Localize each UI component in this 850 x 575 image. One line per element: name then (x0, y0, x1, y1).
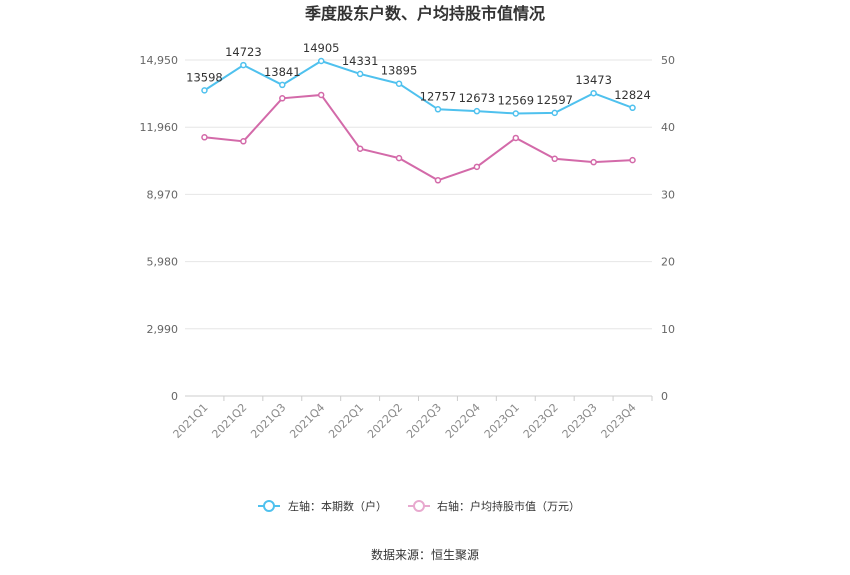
left-axis-tick-label: 2,990 (147, 323, 179, 336)
series-right (201, 91, 636, 184)
data-label-left: 12673 (459, 91, 496, 105)
x-axis-tick-label: 2022Q3 (404, 401, 444, 441)
data-point-right[interactable] (629, 156, 636, 164)
data-label-left: 14331 (342, 54, 379, 68)
data-point-left[interactable] (473, 107, 481, 115)
data-point-right[interactable] (201, 134, 208, 141)
data-label-left: 14723 (225, 45, 262, 59)
data-label-left: 12757 (420, 89, 457, 103)
data-label-left: 12824 (614, 88, 651, 102)
data-point-left[interactable] (551, 109, 558, 117)
data-point-right[interactable] (551, 155, 558, 163)
data-point-left[interactable] (590, 89, 597, 97)
data-label-left: 13598 (186, 70, 223, 84)
series-line-right (204, 93, 633, 182)
x-axis-tick-label: 2021Q3 (248, 401, 288, 441)
series-line-left (203, 59, 633, 115)
data-point-right[interactable] (240, 138, 247, 145)
x-axis-ticks: 2021Q12021Q22021Q32021Q42022Q12022Q22022… (171, 396, 653, 441)
data-point-left[interactable] (512, 110, 520, 117)
left-axis-tick-label: 11,960 (140, 121, 179, 134)
x-axis-tick-label: 2021Q4 (287, 401, 327, 441)
legend-label-left: 左轴：本期数（户） (288, 499, 387, 513)
data-label-left: 12569 (497, 94, 534, 108)
data-point-left[interactable] (629, 104, 636, 112)
data-label-left: 13473 (575, 73, 612, 87)
data-point-left[interactable] (395, 80, 403, 87)
left-axis-tick-label: 5,980 (147, 256, 179, 269)
data-label-left: 13895 (381, 64, 418, 78)
legend-item-left-series[interactable]: 左轴：本期数（户） (258, 499, 387, 513)
x-axis-tick-label: 2022Q1 (326, 401, 366, 441)
x-axis-tick-label: 2021Q1 (171, 401, 211, 441)
x-axis-tick-label: 2023Q1 (482, 401, 522, 441)
x-axis-tick-label: 2023Q2 (521, 401, 561, 441)
right-axis-tick-label: 30 (661, 188, 675, 201)
right-axis-ticks: 0 10 20 30 40 50 (661, 54, 675, 403)
data-point-left[interactable] (240, 61, 247, 69)
data-point-right[interactable] (317, 91, 325, 99)
data-point-left[interactable] (434, 106, 442, 113)
data-label-left: 13841 (264, 65, 301, 79)
right-axis-tick-label: 10 (661, 323, 675, 336)
legend-label-right: 右轴：户均持股市值（万元） (437, 499, 580, 513)
left-axis-tick-label: 8,970 (147, 188, 179, 201)
data-point-right[interactable] (434, 177, 442, 184)
left-axis-tick-label: 14,950 (140, 54, 179, 67)
data-point-left[interactable] (356, 70, 364, 78)
data-point-right[interactable] (590, 158, 597, 166)
x-axis-tick-label: 2022Q4 (443, 401, 483, 441)
data-point-left[interactable] (279, 81, 286, 89)
data-point-right[interactable] (512, 134, 520, 142)
x-axis-tick-label: 2023Q3 (560, 401, 600, 441)
legend: 左轴：本期数（户） 右轴：户均持股市值（万元） (258, 499, 580, 513)
x-axis-tick-label: 2022Q2 (365, 401, 405, 441)
data-point-left[interactable] (201, 87, 208, 94)
chart-title: 季度股东户数、户均持股市值情况 (304, 4, 545, 23)
x-axis-tick-label: 2021Q2 (209, 401, 249, 441)
left-axis-tick-label: 0 (171, 390, 178, 403)
data-point-right[interactable] (279, 95, 286, 102)
data-point-right[interactable] (356, 145, 364, 152)
right-axis-tick-label: 0 (661, 390, 668, 403)
gridlines (185, 59, 652, 397)
left-axis-ticks: 0 2,990 5,980 8,970 11,960 14,950 (140, 54, 179, 403)
data-source: 数据来源：恒生聚源 (371, 547, 479, 562)
legend-item-right-series[interactable]: 右轴：户均持股市值（万元） (408, 499, 580, 513)
right-axis-tick-label: 50 (661, 54, 675, 67)
data-point-right[interactable] (473, 163, 481, 171)
data-label-left: 12597 (536, 93, 573, 107)
legend-marker-right (413, 500, 425, 512)
right-axis-tick-label: 20 (661, 256, 675, 269)
data-label-left: 14905 (303, 41, 340, 55)
x-axis-tick-label: 2023Q4 (599, 401, 639, 441)
data-point-left[interactable] (317, 57, 325, 65)
legend-marker-left (263, 500, 275, 512)
right-axis-tick-label: 40 (661, 121, 675, 134)
data-point-right[interactable] (395, 154, 403, 162)
